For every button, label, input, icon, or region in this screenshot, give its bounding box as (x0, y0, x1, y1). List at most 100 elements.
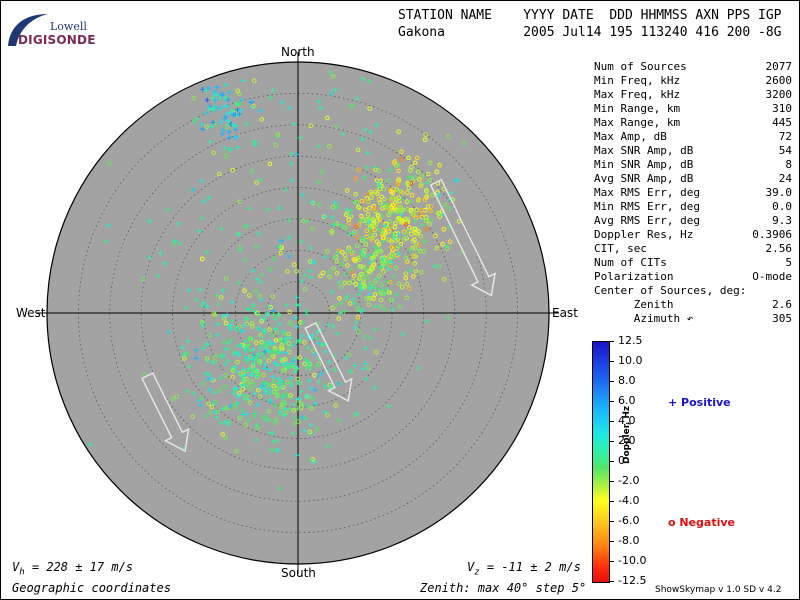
negative-source-point (218, 295, 224, 300)
negative-source-point (446, 134, 451, 139)
negative-source-point (280, 368, 286, 373)
positive-source-point (211, 107, 217, 113)
stat-value: O-mode (752, 270, 792, 283)
positive-source-point (294, 452, 300, 458)
negative-source-point (428, 204, 434, 209)
positive-source-point (204, 304, 210, 310)
negative-source-point (352, 229, 358, 235)
positive-source-point (343, 355, 349, 361)
negative-source-point (348, 369, 354, 374)
colorbar-tick-label: 8.0 (618, 374, 636, 387)
colorbar-tick-mark (609, 421, 614, 422)
negative-source-point (376, 273, 382, 279)
colorbar-tick-label: -2.0 (618, 474, 640, 487)
positive-source-point (287, 380, 293, 386)
velocity-arrow (429, 178, 496, 297)
positive-source-point (165, 207, 171, 213)
negative-source-point (346, 352, 352, 358)
positive-source-point (319, 371, 325, 377)
positive-source-point (286, 218, 292, 224)
negative-source-point (419, 207, 424, 213)
negative-source-point (242, 378, 248, 384)
positive-source-point (218, 226, 224, 232)
positive-source-point (373, 122, 379, 128)
positive-source-point (373, 286, 379, 292)
positive-source-point (270, 87, 276, 93)
negative-source-point (295, 376, 300, 382)
negative-source-point (363, 242, 369, 248)
positive-source-point (392, 235, 398, 241)
positive-source-point (227, 89, 233, 95)
negative-source-point (310, 226, 315, 232)
positive-source-point (289, 151, 295, 157)
negative-source-point (403, 222, 409, 227)
stat-label: Min SNR Amp, dB (594, 158, 694, 171)
negative-source-point (199, 395, 205, 401)
negative-source-point (361, 279, 366, 285)
stat-value: 72 (778, 130, 792, 143)
negative-source-point (278, 250, 283, 256)
stat-label: Center of Sources, deg: (594, 284, 747, 297)
positive-source-point (227, 109, 233, 115)
logo-swoosh-icon (8, 14, 48, 46)
negative-source-point (395, 181, 401, 187)
positive-source-point (291, 121, 297, 127)
negative-source-point (368, 296, 374, 301)
positive-source-point (219, 92, 225, 98)
positive-source-point (175, 221, 181, 227)
colorbar-tick-label: -4.0 (618, 494, 640, 507)
negative-source-point (410, 245, 416, 251)
positive-source-point (213, 92, 219, 98)
positive-source-point (254, 357, 260, 363)
negative-source-point (264, 343, 270, 349)
negative-source-point (378, 200, 383, 206)
positive-source-point (303, 416, 309, 422)
negative-source-point (353, 224, 359, 230)
positive-source-point (213, 293, 219, 299)
positive-source-point (299, 333, 305, 339)
positive-source-point (271, 312, 277, 318)
negative-source-point (360, 252, 366, 258)
positive-source-point (201, 300, 207, 306)
positive-source-point (280, 328, 286, 334)
positive-source-point (351, 301, 357, 307)
positive-source-point (444, 243, 450, 249)
positive-source-point (212, 97, 218, 103)
negative-source-point (372, 227, 377, 232)
negative-source-point (364, 228, 369, 234)
negative-source-point (334, 270, 340, 276)
positive-source-point (228, 337, 234, 343)
negative-source-point (339, 261, 345, 267)
negative-source-point (340, 250, 345, 255)
negative-source-point (275, 386, 280, 392)
negative-source-point (419, 174, 425, 179)
positive-source-point (432, 263, 438, 269)
negative-source-point (427, 160, 433, 166)
negative-source-point (236, 101, 242, 106)
negative-source-point (427, 221, 432, 227)
positive-source-point (218, 375, 224, 381)
positive-source-point (190, 187, 196, 193)
negative-source-point (394, 187, 399, 192)
negative-source-point (379, 282, 384, 287)
negative-source-point (413, 268, 419, 274)
positive-source-point (264, 310, 270, 316)
positive-source-point (396, 243, 402, 249)
positive-source-point (270, 374, 276, 380)
negative-source-point (374, 239, 380, 244)
negative-source-point (427, 177, 433, 183)
stat-value: 24 (778, 172, 792, 185)
negative-source-point (338, 284, 344, 290)
positive-source-point (382, 307, 388, 313)
negative-source-point (206, 401, 212, 407)
stat-value: 9.3 (772, 214, 792, 227)
positive-source-point (380, 255, 386, 261)
positive-source-point (231, 351, 237, 357)
colorbar-tick-label: 2.0 (618, 434, 636, 447)
positive-source-point (316, 99, 322, 105)
negative-source-point (107, 161, 112, 166)
negative-source-point (408, 231, 414, 237)
positive-source-point (288, 160, 294, 166)
positive-source-point (400, 331, 406, 337)
negative-source-point (412, 160, 418, 166)
